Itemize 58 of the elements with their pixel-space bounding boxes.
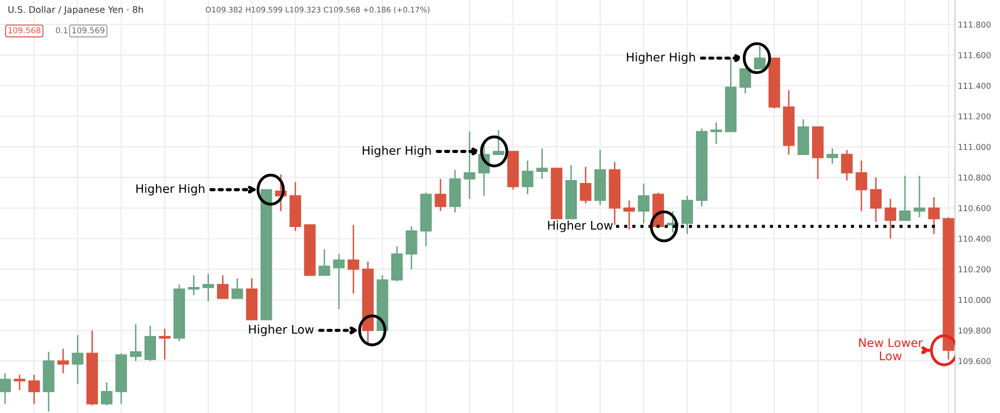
candlestick — [406, 226, 418, 270]
candlestick — [72, 334, 84, 385]
candlestick — [100, 382, 112, 406]
candlestick — [333, 253, 345, 310]
candlestick — [884, 198, 896, 240]
candlestick — [638, 182, 650, 224]
candlestick — [739, 68, 752, 94]
candlestick — [899, 175, 911, 221]
candlestick — [580, 166, 592, 204]
y-tick-label: 109.800 — [958, 327, 991, 334]
candlestick — [232, 278, 244, 299]
y-tick-label: 110.400 — [958, 236, 991, 242]
ref-line-label: Higher Low — [548, 220, 613, 232]
annotation: 0.1 — [56, 27, 68, 34]
candlestick — [14, 374, 26, 391]
candlestick — [28, 374, 40, 405]
annotation: 109.568 — [8, 27, 40, 34]
candlestick — [826, 148, 838, 164]
candlestick — [522, 160, 534, 195]
annotation: Higher Low — [249, 324, 314, 336]
annotation: Higher High — [626, 52, 695, 64]
candlestick — [57, 348, 69, 374]
candlestick — [870, 176, 882, 222]
annotation: Higher High — [136, 184, 204, 196]
candlestick — [914, 175, 926, 218]
y-tick-label: 111.600 — [958, 52, 991, 58]
y-tick-label: 111.800 — [958, 22, 991, 28]
text: U.S. Dollar / Japanese Yen · 8h — [8, 6, 143, 15]
candlestick — [928, 196, 940, 235]
candlestick — [681, 195, 694, 235]
candlestick — [856, 160, 868, 212]
y-tick-label: 110.800 — [958, 174, 991, 181]
annotation: 109.569 — [72, 27, 104, 34]
candlestick — [348, 224, 360, 294]
candlestick — [188, 274, 200, 296]
candlestick — [710, 122, 722, 144]
y-tick-label: 111.200 — [958, 113, 991, 120]
candlestick — [158, 328, 171, 360]
candlestick — [318, 248, 330, 276]
y-tick-label: 110.000 — [958, 296, 991, 303]
candlestick — [144, 325, 156, 362]
candlestick — [841, 149, 853, 182]
annotation: Higher High — [362, 146, 431, 158]
y-tick-label: 109.600 — [958, 358, 991, 364]
candlestick — [754, 45, 766, 70]
y-tick-label: 110.600 — [958, 205, 991, 212]
y-tick-label: 111.400 — [958, 82, 991, 89]
annotation: New Lower Low — [859, 338, 923, 360]
candlestick — [623, 200, 635, 230]
candlestick — [217, 274, 229, 299]
candlestick — [492, 129, 504, 156]
candlestick — [0, 372, 11, 405]
candlestick — [434, 178, 446, 212]
y-tick-label: 111.000 — [958, 144, 991, 150]
y-tick-label: 110.200 — [958, 266, 991, 272]
candlestick — [202, 273, 214, 302]
candlestick — [536, 148, 548, 180]
candlestick — [130, 324, 142, 362]
